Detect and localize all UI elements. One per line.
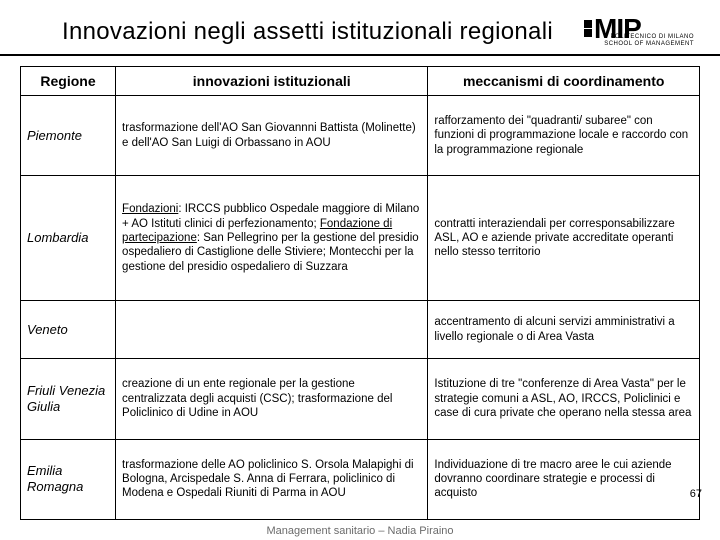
page-number: 67	[690, 488, 702, 500]
table-row: Friuli Venezia Giulia creazione di un en…	[21, 359, 700, 439]
cell-innov	[116, 301, 428, 359]
cell-mech: Istituzione di tre "conferenze di Area V…	[428, 359, 700, 439]
header-regione: Regione	[21, 67, 116, 96]
cell-innov: trasformazione dell'AO San Giovannni Bat…	[116, 96, 428, 176]
table-container: Regione innovazioni istituzionali meccan…	[20, 66, 700, 520]
slide: Innovazioni negli assetti istituzionali …	[0, 0, 720, 540]
cell-mech: rafforzamento dei "quadranti/ subaree" c…	[428, 96, 700, 176]
table-row: Lombardia Fondazioni: IRCCS pubblico Osp…	[21, 176, 700, 301]
logo-subtitle: POLITECNICO DI MILANO SCHOOL OF MANAGEME…	[604, 34, 694, 47]
logo-mark-icon	[584, 20, 592, 38]
header-meccanismi: meccanismi di coordinamento	[428, 67, 700, 96]
table-row: Piemonte trasformazione dell'AO San Giov…	[21, 96, 700, 176]
cell-region: Veneto	[21, 301, 116, 359]
cell-innov: Fondazioni: IRCCS pubblico Ospedale magg…	[116, 176, 428, 301]
innovation-table: Regione innovazioni istituzionali meccan…	[20, 66, 700, 520]
footer-text: Management sanitario – Nadia Piraino	[0, 525, 720, 537]
cell-region: Lombardia	[21, 176, 116, 301]
table-row: Emilia Romagna trasformazione delle AO p…	[21, 439, 700, 519]
cell-region: Friuli Venezia Giulia	[21, 359, 116, 439]
cell-innov: trasformazione delle AO policlinico S. O…	[116, 439, 428, 519]
table-header-row: Regione innovazioni istituzionali meccan…	[21, 67, 700, 96]
table-row: Veneto accentramento di alcuni servizi a…	[21, 301, 700, 359]
title-underline	[0, 54, 720, 56]
cell-region: Emilia Romagna	[21, 439, 116, 519]
cell-region: Piemonte	[21, 96, 116, 176]
cell-innov: creazione di un ente regionale per la ge…	[116, 359, 428, 439]
cell-mech: Individuazione di tre macro aree le cui …	[428, 439, 700, 519]
cell-mech: accentramento di alcuni servizi amminist…	[428, 301, 700, 359]
header-innovazioni: innovazioni istituzionali	[116, 67, 428, 96]
cell-mech: contratti interaziendali per corresponsa…	[428, 176, 700, 301]
